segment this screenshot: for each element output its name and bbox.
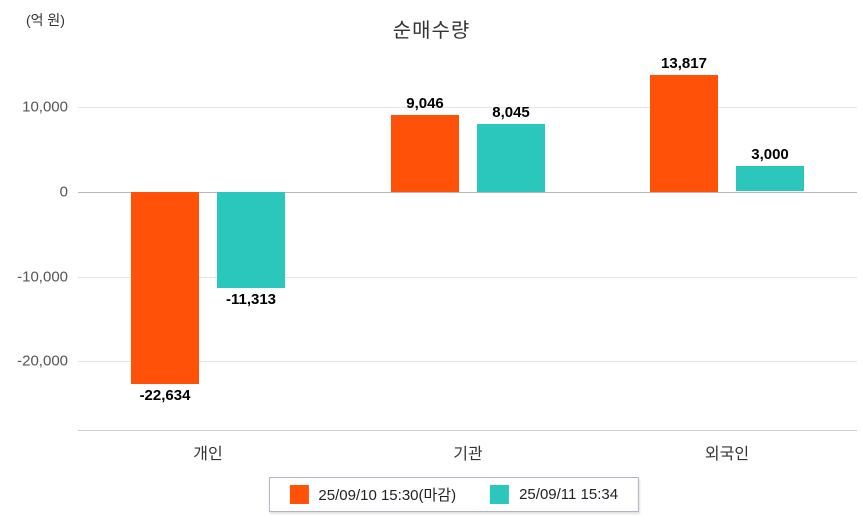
- category-label: 외국인: [704, 446, 750, 463]
- bar-value-label: 8,045: [492, 104, 530, 121]
- gridline: [78, 277, 857, 278]
- category-label: 개인: [193, 446, 223, 463]
- bar-value-label: 9,046: [406, 95, 444, 112]
- bar-series1: [391, 115, 459, 192]
- y-tick-label: 10,000: [22, 98, 68, 116]
- x-axis-line: [78, 430, 857, 431]
- gridline: [78, 107, 857, 108]
- bar-series2: [736, 166, 804, 191]
- legend-swatch-teal: [490, 485, 510, 504]
- chart-title: 순매수량: [392, 20, 471, 42]
- legend-swatch-orange: [289, 485, 309, 504]
- bar-value-label: 13,817: [661, 55, 707, 72]
- legend-item-series2: 25/09/11 15:34: [490, 485, 618, 504]
- bar-value-label: -22,634: [139, 387, 191, 404]
- bar-value-label: 3,000: [751, 146, 789, 163]
- bar-series2: [477, 124, 545, 192]
- bar-value-label: -11,313: [225, 291, 277, 308]
- y-tick-label: -20,000: [17, 352, 68, 370]
- legend: 25/09/10 15:30(마감) 25/09/11 15:34: [268, 477, 640, 512]
- bar-series1: [131, 192, 199, 384]
- y-axis-unit-label: (억 원): [26, 12, 65, 28]
- category-label: 기관: [453, 446, 483, 463]
- y-tick-label: 0: [59, 183, 68, 201]
- legend-label-series2: 25/09/11 15:34: [519, 486, 619, 503]
- gridline: [78, 361, 857, 362]
- bar-series2: [217, 192, 285, 288]
- bar-series1: [650, 75, 718, 192]
- zero-gridline: [78, 192, 857, 193]
- y-tick-label: -10,000: [17, 268, 68, 286]
- legend-item-series1: 25/09/10 15:30(마감): [289, 484, 456, 505]
- legend-label-series1: 25/09/10 15:30(마감): [318, 487, 457, 504]
